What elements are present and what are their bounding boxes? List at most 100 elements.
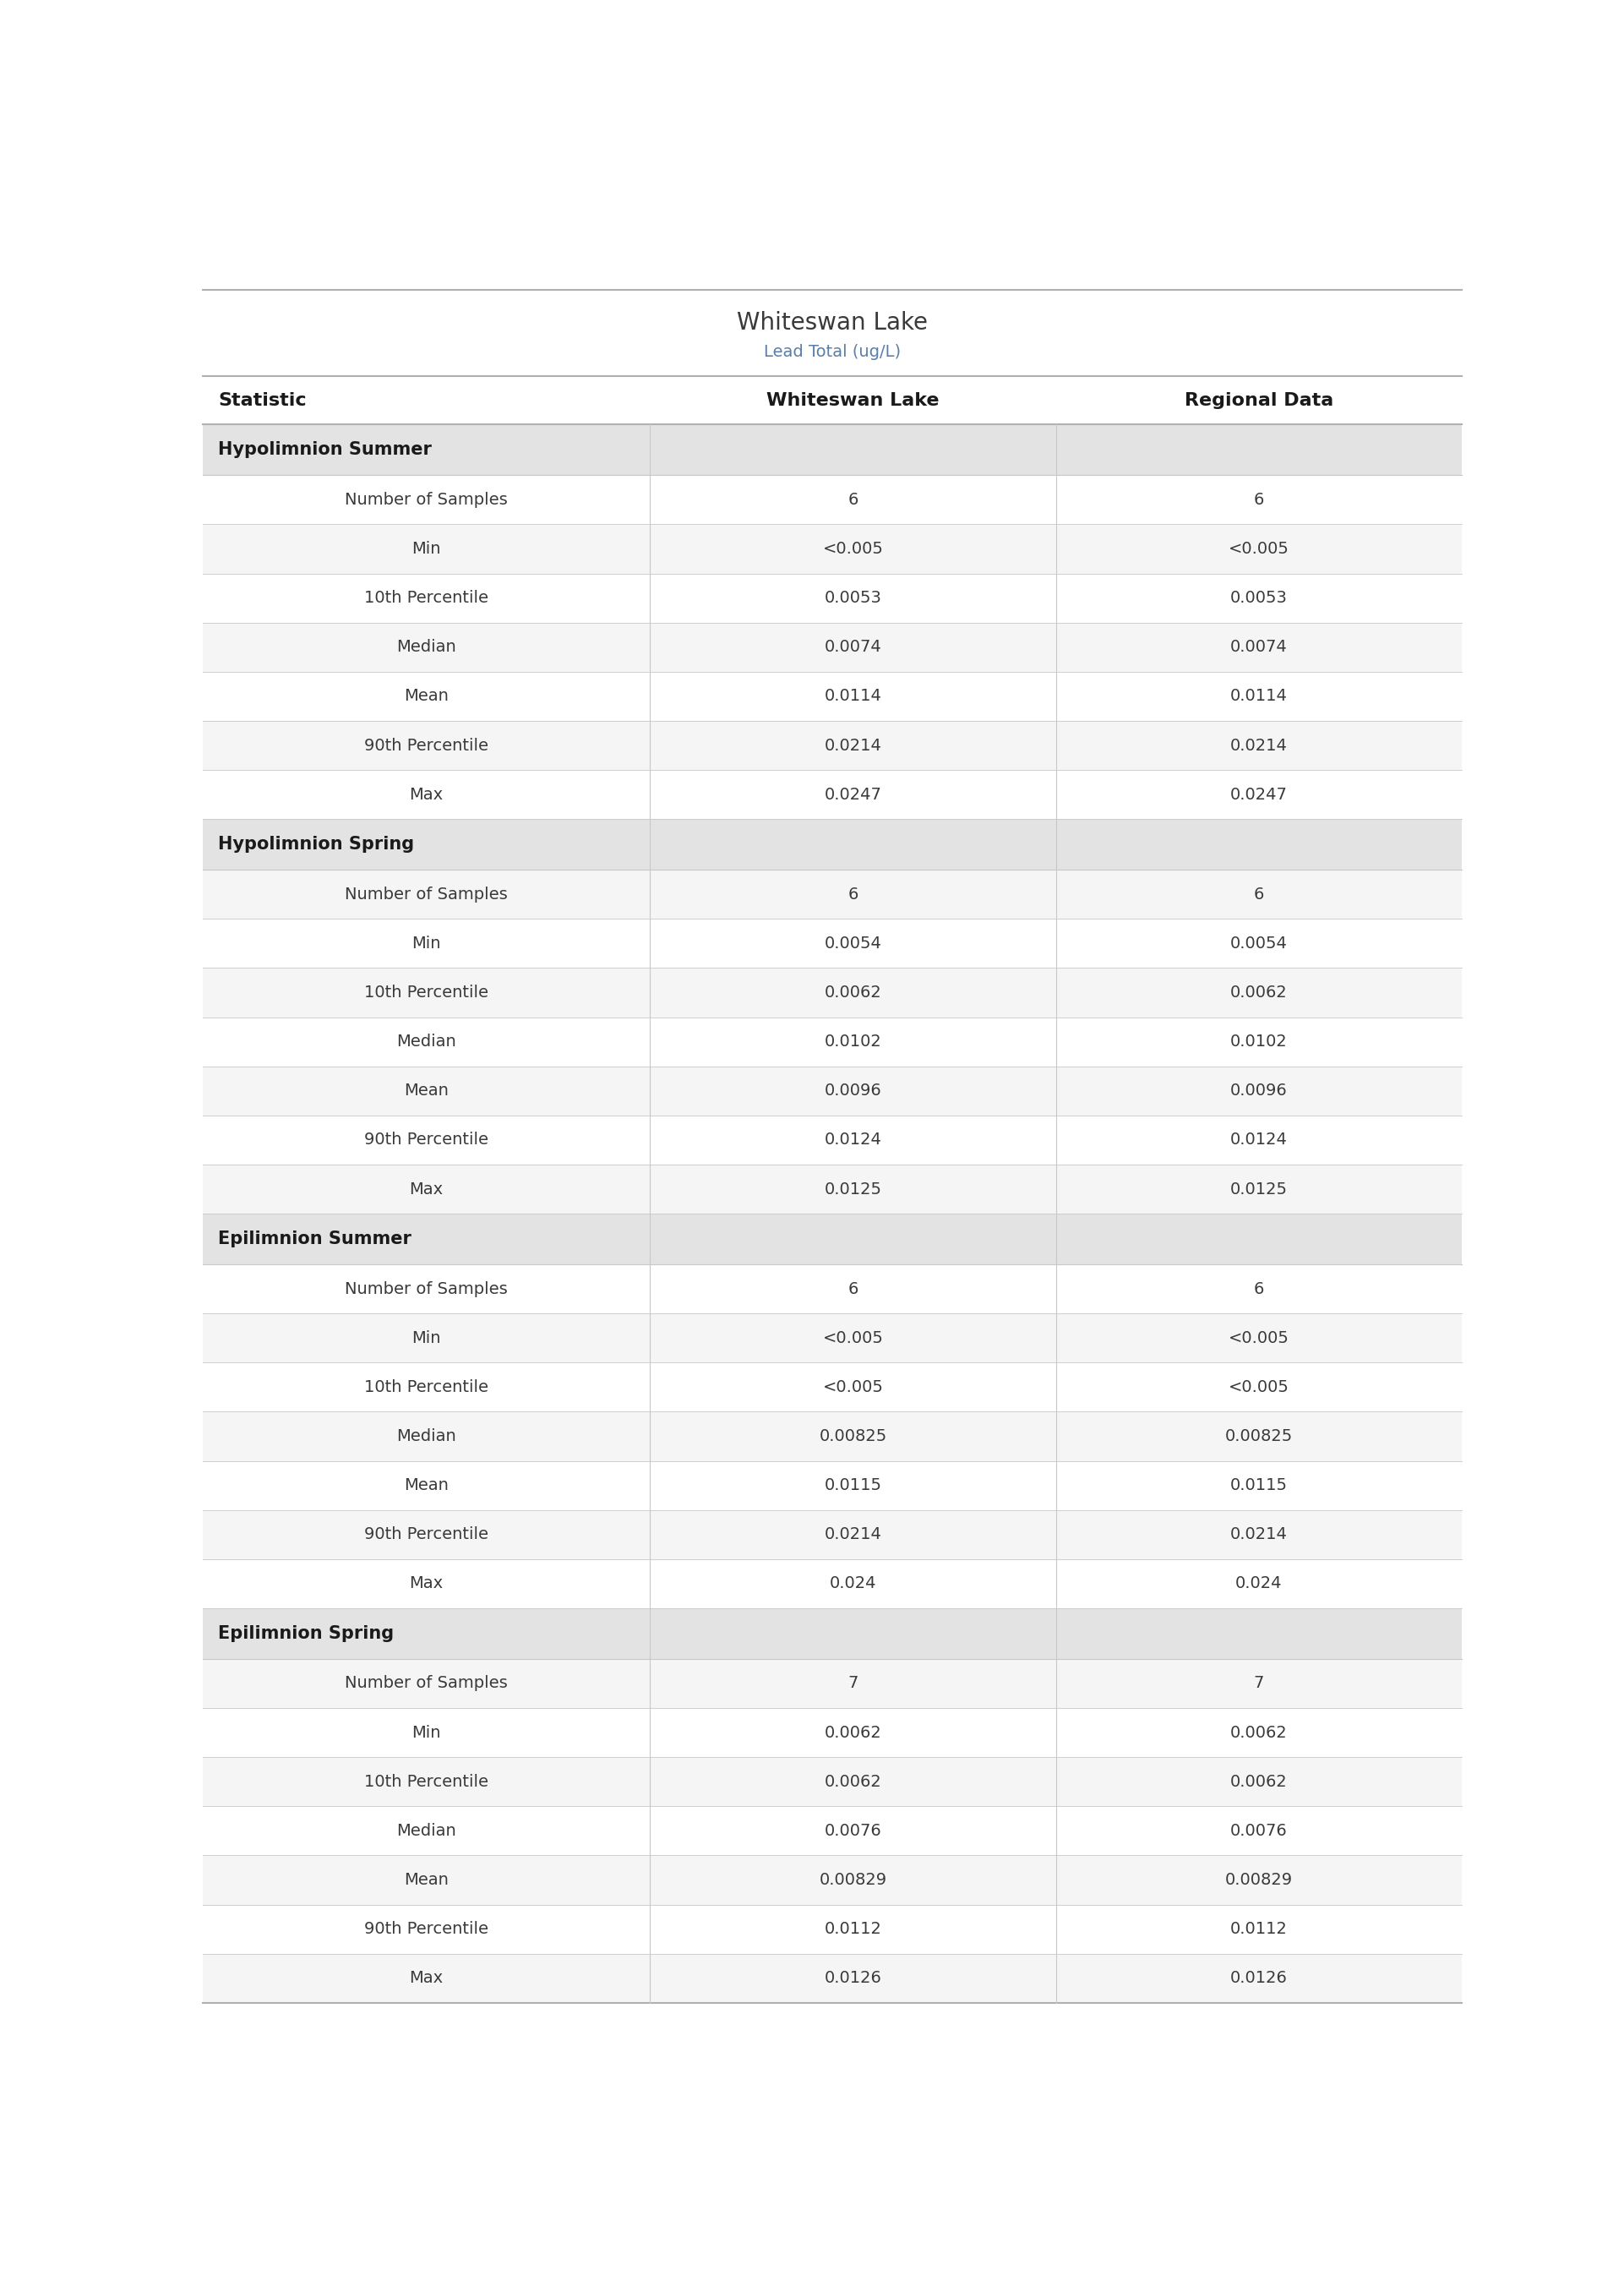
Text: 90th Percentile: 90th Percentile bbox=[364, 1133, 489, 1149]
Text: 90th Percentile: 90th Percentile bbox=[364, 1525, 489, 1544]
Text: 0.0125: 0.0125 bbox=[825, 1180, 882, 1196]
Text: Max: Max bbox=[409, 1575, 443, 1591]
Bar bbox=[203, 819, 1462, 869]
Text: 0.0102: 0.0102 bbox=[825, 1033, 882, 1049]
Text: Epilimnion Summer: Epilimnion Summer bbox=[218, 1230, 411, 1249]
Bar bbox=[203, 1659, 1462, 1707]
Bar bbox=[203, 1264, 1462, 1314]
Text: 0.0125: 0.0125 bbox=[1231, 1180, 1288, 1196]
Text: <0.005: <0.005 bbox=[823, 1330, 883, 1346]
Text: 0.0112: 0.0112 bbox=[1231, 1920, 1288, 1936]
Bar bbox=[203, 424, 1462, 474]
Text: 0.0214: 0.0214 bbox=[1231, 738, 1288, 754]
Text: Max: Max bbox=[409, 788, 443, 804]
Text: Number of Samples: Number of Samples bbox=[344, 493, 508, 508]
Bar bbox=[203, 1855, 1462, 1905]
Text: Min: Min bbox=[412, 1725, 442, 1741]
Bar bbox=[203, 474, 1462, 524]
Text: Whiteswan Lake: Whiteswan Lake bbox=[737, 311, 927, 334]
Bar bbox=[203, 1214, 1462, 1264]
Text: 0.0114: 0.0114 bbox=[825, 688, 882, 704]
Text: 0.0076: 0.0076 bbox=[825, 1823, 882, 1839]
Text: 0.0096: 0.0096 bbox=[1231, 1083, 1288, 1099]
Text: Hypolimnion Summer: Hypolimnion Summer bbox=[218, 440, 432, 459]
Text: 6: 6 bbox=[848, 493, 859, 508]
Bar bbox=[203, 770, 1462, 819]
Text: Epilimnion Spring: Epilimnion Spring bbox=[218, 1625, 395, 1641]
Text: Statistic: Statistic bbox=[218, 393, 307, 409]
Text: Lead Total (ug/L): Lead Total (ug/L) bbox=[763, 343, 901, 361]
Text: 6: 6 bbox=[1254, 885, 1263, 903]
Text: Min: Min bbox=[412, 935, 442, 951]
Text: 0.0053: 0.0053 bbox=[1231, 590, 1288, 606]
Bar bbox=[203, 1559, 1462, 1607]
Text: 0.00825: 0.00825 bbox=[818, 1428, 887, 1444]
Text: 0.0247: 0.0247 bbox=[825, 788, 882, 804]
Text: 90th Percentile: 90th Percentile bbox=[364, 1920, 489, 1936]
Text: Whiteswan Lake: Whiteswan Lake bbox=[767, 393, 939, 409]
Text: 6: 6 bbox=[1254, 493, 1263, 508]
Text: 0.0053: 0.0053 bbox=[825, 590, 882, 606]
Text: 10th Percentile: 10th Percentile bbox=[364, 1380, 489, 1396]
Text: <0.005: <0.005 bbox=[1229, 540, 1289, 556]
Text: 6: 6 bbox=[848, 885, 859, 903]
Bar bbox=[203, 919, 1462, 967]
Text: <0.005: <0.005 bbox=[1229, 1330, 1289, 1346]
Bar bbox=[203, 574, 1462, 622]
Text: 6: 6 bbox=[1254, 1280, 1263, 1296]
Bar bbox=[203, 1954, 1462, 2002]
Bar bbox=[203, 291, 1462, 377]
Text: 0.0074: 0.0074 bbox=[1231, 640, 1288, 656]
Text: 0.0096: 0.0096 bbox=[825, 1083, 882, 1099]
Text: 0.0102: 0.0102 bbox=[1231, 1033, 1288, 1049]
Text: Min: Min bbox=[412, 1330, 442, 1346]
Text: 0.0112: 0.0112 bbox=[825, 1920, 882, 1936]
Text: 0.0062: 0.0062 bbox=[825, 1773, 882, 1789]
Text: 0.0074: 0.0074 bbox=[825, 640, 882, 656]
Text: 0.0115: 0.0115 bbox=[1231, 1478, 1288, 1494]
Text: Mean: Mean bbox=[404, 688, 448, 704]
Text: Mean: Mean bbox=[404, 1478, 448, 1494]
Bar bbox=[203, 1067, 1462, 1115]
Text: Mean: Mean bbox=[404, 1083, 448, 1099]
Text: 10th Percentile: 10th Percentile bbox=[364, 985, 489, 1001]
Bar bbox=[203, 1412, 1462, 1462]
Text: 0.0114: 0.0114 bbox=[1231, 688, 1288, 704]
Text: Number of Samples: Number of Samples bbox=[344, 885, 508, 903]
Bar bbox=[203, 377, 1462, 424]
Text: 7: 7 bbox=[1254, 1675, 1263, 1691]
Bar bbox=[203, 967, 1462, 1017]
Text: Number of Samples: Number of Samples bbox=[344, 1280, 508, 1296]
Bar bbox=[203, 622, 1462, 672]
Bar bbox=[203, 1115, 1462, 1165]
Text: 0.024: 0.024 bbox=[830, 1575, 877, 1591]
Text: Regional Data: Regional Data bbox=[1184, 393, 1333, 409]
Text: <0.005: <0.005 bbox=[823, 1380, 883, 1396]
Text: 0.0214: 0.0214 bbox=[1231, 1525, 1288, 1544]
Text: 10th Percentile: 10th Percentile bbox=[364, 590, 489, 606]
Bar bbox=[203, 1314, 1462, 1362]
Text: Hypolimnion Spring: Hypolimnion Spring bbox=[218, 835, 414, 854]
Bar bbox=[203, 722, 1462, 770]
Bar bbox=[203, 1510, 1462, 1559]
Text: 0.0124: 0.0124 bbox=[1231, 1133, 1288, 1149]
Text: 0.0247: 0.0247 bbox=[1231, 788, 1288, 804]
Text: Median: Median bbox=[396, 1033, 456, 1049]
Text: 0.00829: 0.00829 bbox=[818, 1873, 887, 1889]
Text: 0.0214: 0.0214 bbox=[825, 738, 882, 754]
Text: 0.0062: 0.0062 bbox=[1231, 985, 1288, 1001]
Text: Median: Median bbox=[396, 640, 456, 656]
Text: 0.0126: 0.0126 bbox=[1231, 1970, 1288, 1986]
Bar bbox=[203, 1607, 1462, 1659]
Text: Max: Max bbox=[409, 1970, 443, 1986]
Text: Max: Max bbox=[409, 1180, 443, 1196]
Text: 0.0054: 0.0054 bbox=[825, 935, 882, 951]
Text: Min: Min bbox=[412, 540, 442, 556]
Bar bbox=[203, 1462, 1462, 1510]
Text: 0.00825: 0.00825 bbox=[1224, 1428, 1293, 1444]
Bar bbox=[203, 1017, 1462, 1067]
Text: Mean: Mean bbox=[404, 1873, 448, 1889]
Text: 90th Percentile: 90th Percentile bbox=[364, 738, 489, 754]
Text: 6: 6 bbox=[848, 1280, 859, 1296]
Text: 0.0214: 0.0214 bbox=[825, 1525, 882, 1544]
